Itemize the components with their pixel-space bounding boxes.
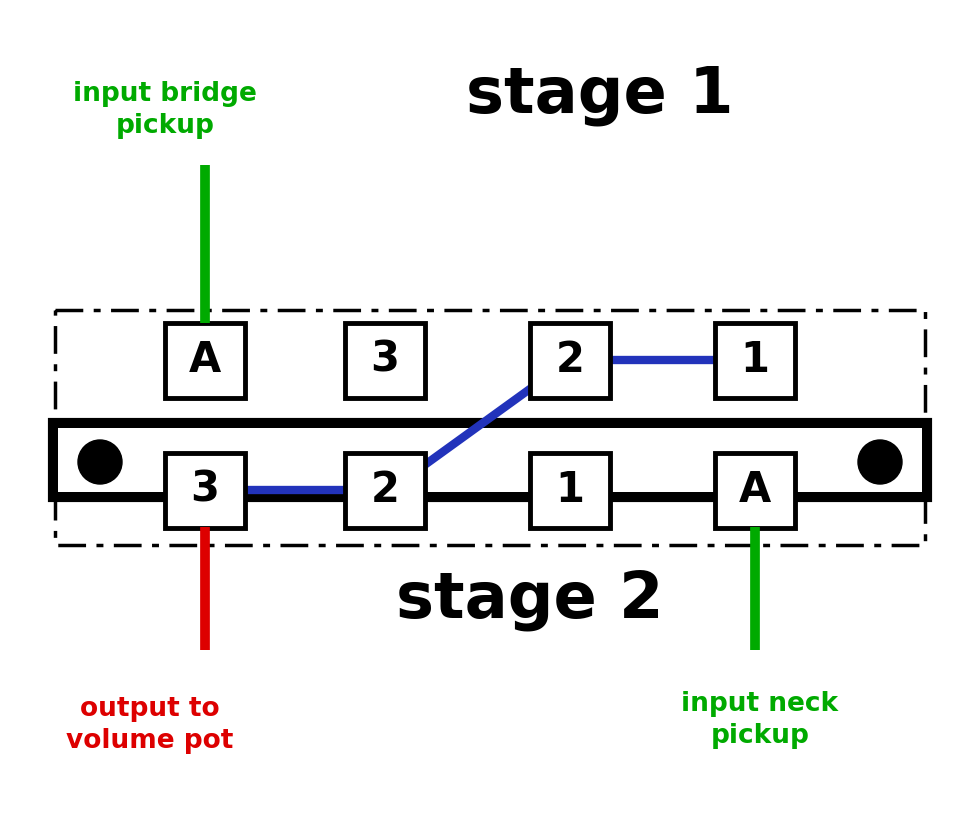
Bar <box>58 428 922 492</box>
Text: stage 2: stage 2 <box>396 569 663 631</box>
Text: 1: 1 <box>556 469 584 511</box>
Bar <box>345 453 425 528</box>
Text: A: A <box>739 469 771 511</box>
Text: 3: 3 <box>190 469 220 511</box>
Bar <box>715 453 795 528</box>
Circle shape <box>858 440 902 484</box>
Text: input neck
pickup: input neck pickup <box>681 691 839 749</box>
Text: stage 1: stage 1 <box>466 64 734 126</box>
Bar <box>165 322 245 397</box>
Bar <box>530 322 610 397</box>
Bar <box>165 453 245 528</box>
Bar <box>530 453 610 528</box>
Bar <box>715 322 795 397</box>
Text: 2: 2 <box>556 339 584 381</box>
Bar <box>345 322 425 397</box>
Text: output to
volume pot: output to volume pot <box>67 696 233 754</box>
Bar <box>50 420 930 500</box>
Text: input bridge
pickup: input bridge pickup <box>74 81 257 139</box>
Text: 3: 3 <box>370 339 400 381</box>
Bar <box>55 310 925 545</box>
Text: A: A <box>189 339 221 381</box>
Text: 2: 2 <box>370 469 400 511</box>
Circle shape <box>78 440 122 484</box>
Text: 1: 1 <box>741 339 769 381</box>
